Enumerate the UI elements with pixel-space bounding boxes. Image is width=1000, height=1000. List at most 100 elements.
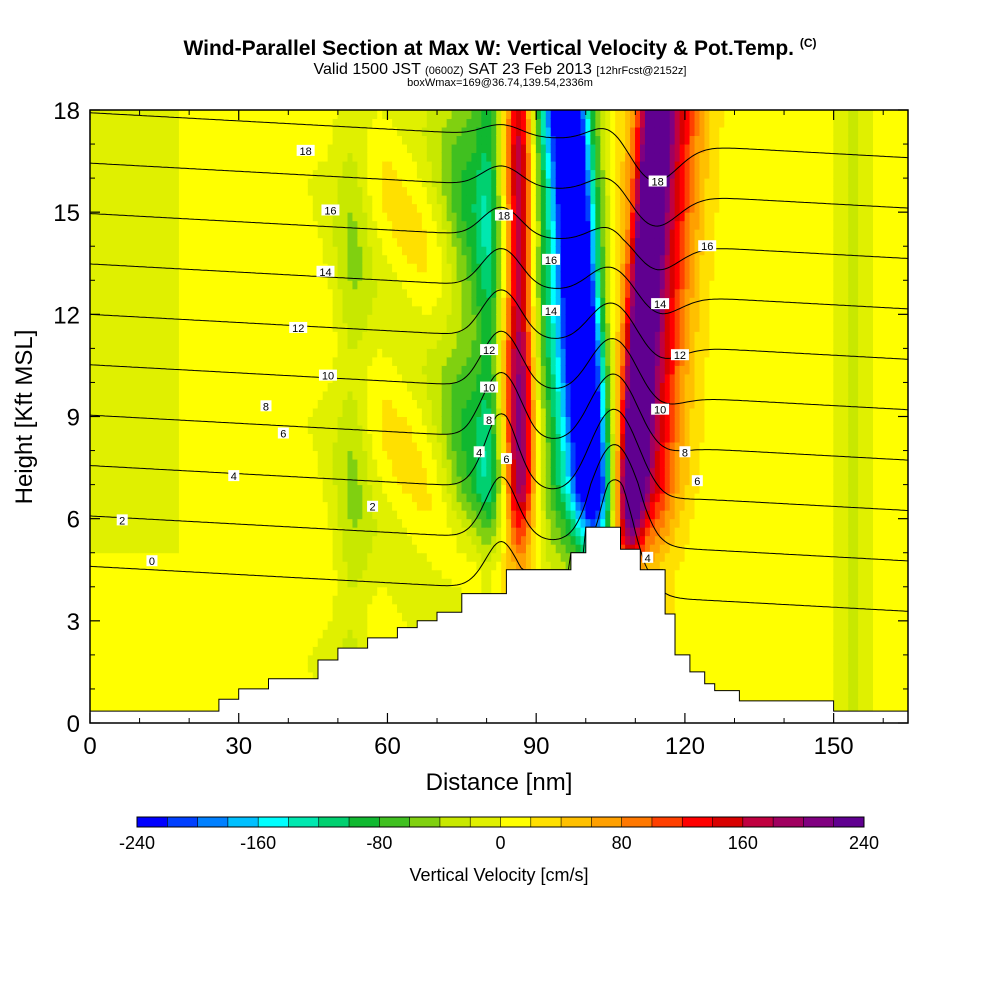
velocity-cell	[228, 169, 235, 179]
velocity-cell	[134, 560, 141, 571]
velocity-cell	[188, 356, 195, 366]
velocity-cell	[387, 262, 393, 273]
velocity-cell	[193, 688, 200, 698]
velocity-cell	[104, 603, 111, 613]
velocity-cell	[90, 603, 96, 613]
velocity-cell	[337, 194, 344, 205]
velocity-cell	[114, 407, 121, 417]
velocity-cell	[382, 339, 388, 349]
velocity-cell	[377, 203, 383, 213]
velocity-cell	[243, 390, 250, 400]
velocity-cell	[288, 577, 294, 588]
velocity-cell	[154, 365, 160, 375]
velocity-cell	[243, 680, 250, 690]
velocity-cell	[144, 697, 150, 707]
velocity-cell	[431, 594, 438, 605]
velocity-cell	[382, 535, 388, 545]
velocity-cell	[228, 288, 235, 298]
velocity-cell	[322, 501, 329, 511]
velocity-cell	[263, 262, 269, 273]
velocity-cell	[397, 390, 403, 400]
velocity-cell	[402, 543, 408, 554]
velocity-cell	[292, 237, 299, 247]
velocity-cell	[288, 314, 294, 324]
velocity-cell	[99, 390, 106, 400]
velocity-cell	[382, 390, 388, 400]
velocity-cell	[307, 365, 314, 375]
velocity-cell	[402, 169, 408, 179]
velocity-cell	[124, 245, 131, 256]
velocity-cell	[342, 612, 349, 622]
velocity-cell	[258, 322, 265, 332]
velocity-cell	[342, 543, 349, 554]
velocity-cell	[188, 262, 195, 273]
velocity-cell	[124, 671, 131, 681]
velocity-cell	[377, 475, 383, 486]
velocity-cell	[283, 577, 289, 588]
velocity-cell	[332, 279, 339, 290]
velocity-cell	[292, 407, 299, 417]
velocity-cell	[322, 475, 329, 486]
velocity-cell	[243, 169, 250, 179]
velocity-cell	[149, 441, 155, 452]
velocity-cell	[243, 612, 250, 622]
velocity-cell	[302, 620, 309, 630]
velocity-cell	[258, 373, 265, 383]
velocity-cell	[173, 339, 180, 349]
velocity-cell	[406, 424, 413, 435]
velocity-cell	[297, 228, 304, 239]
velocity-cell	[268, 620, 274, 630]
velocity-cell	[317, 110, 324, 120]
velocity-cell	[109, 399, 116, 409]
velocity-cell	[119, 211, 126, 222]
velocity-cell	[292, 560, 299, 571]
velocity-cell	[268, 484, 274, 494]
velocity-cell	[104, 169, 111, 179]
velocity-cell	[164, 110, 170, 120]
velocity-cell	[302, 594, 309, 605]
velocity-cell	[119, 220, 126, 230]
velocity-cell	[307, 118, 314, 128]
velocity-cell	[402, 339, 408, 349]
velocity-cell	[297, 492, 304, 503]
velocity-cell	[134, 356, 141, 366]
velocity-cell	[283, 509, 289, 520]
velocity-cell	[382, 262, 388, 273]
velocity-cell	[322, 143, 329, 154]
velocity-cell	[213, 152, 220, 162]
velocity-cell	[411, 245, 418, 256]
velocity-cell	[307, 492, 314, 503]
velocity-cell	[159, 143, 165, 154]
velocity-cell	[223, 348, 230, 358]
velocity-cell	[144, 637, 150, 647]
velocity-cell	[337, 501, 344, 511]
velocity-cell	[258, 552, 265, 562]
velocity-cell	[129, 407, 136, 417]
velocity-cell	[159, 407, 165, 417]
velocity-cell	[307, 467, 314, 477]
velocity-cell	[406, 501, 413, 511]
velocity-cell	[307, 169, 314, 179]
velocity-cell	[213, 220, 220, 230]
velocity-cell	[233, 509, 240, 520]
velocity-cell	[352, 279, 359, 290]
velocity-cell	[387, 126, 393, 137]
velocity-cell	[119, 577, 126, 588]
velocity-cell	[154, 126, 160, 137]
velocity-cell	[104, 177, 111, 188]
velocity-cell	[218, 399, 225, 409]
velocity-cell	[238, 399, 245, 409]
velocity-cell	[183, 126, 190, 137]
velocity-cell	[377, 365, 383, 375]
velocity-cell	[139, 331, 146, 341]
velocity-cell	[392, 228, 398, 239]
velocity-cell	[99, 458, 106, 469]
velocity-cell	[188, 126, 195, 137]
velocity-cell	[332, 543, 339, 554]
velocity-cell	[327, 356, 334, 366]
velocity-cell	[178, 135, 185, 145]
velocity-cell	[233, 407, 240, 417]
velocity-cell	[149, 484, 155, 494]
velocity-cell	[312, 543, 319, 554]
velocity-cell	[99, 526, 106, 537]
